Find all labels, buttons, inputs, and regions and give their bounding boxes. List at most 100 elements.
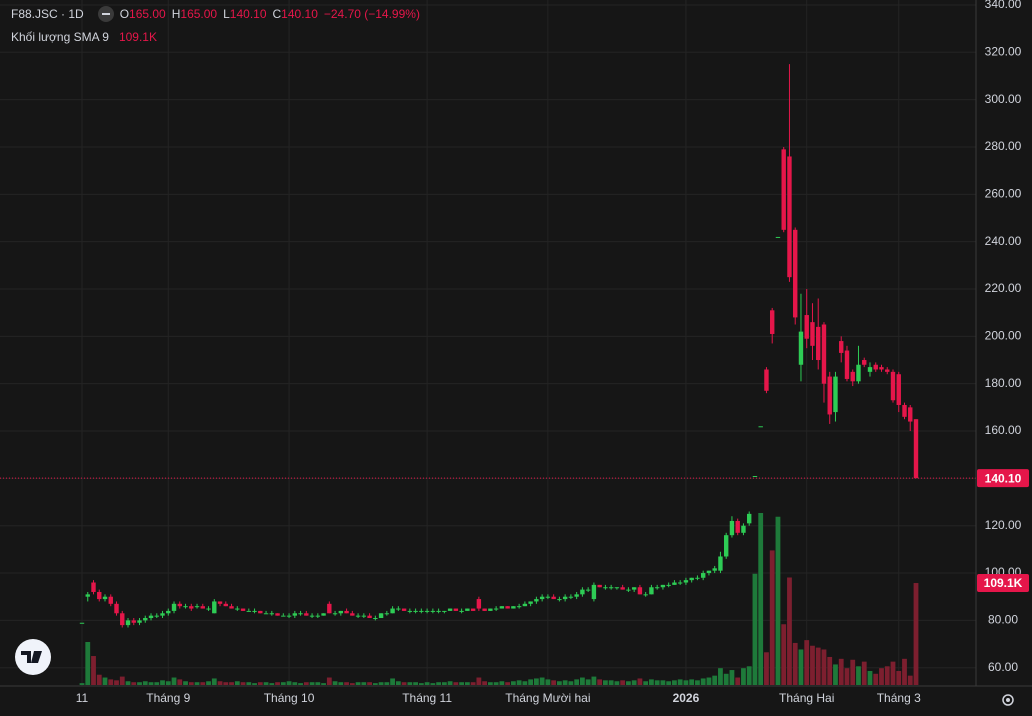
volume-bar xyxy=(321,683,326,685)
candle-body xyxy=(442,610,447,612)
candle-body xyxy=(459,610,464,612)
volume-bar xyxy=(689,679,695,685)
x-tick-label: Tháng Hai xyxy=(779,691,834,705)
volume-bar xyxy=(522,681,528,685)
volume-bar xyxy=(361,682,367,685)
symbol-title[interactable]: F88.JSC · 1D xyxy=(11,7,84,21)
candle-body xyxy=(672,582,677,585)
volume-bar xyxy=(188,682,194,685)
candle-body xyxy=(770,310,775,334)
candle-body xyxy=(476,599,482,609)
volume-bar xyxy=(907,675,913,685)
ohlc-key: H xyxy=(171,7,181,21)
volume-bar xyxy=(804,640,810,685)
candle-body xyxy=(562,596,568,600)
candle-body xyxy=(643,594,648,596)
y-tick-label: 160.00 xyxy=(985,423,1022,437)
candle-body xyxy=(332,613,338,615)
candle-body xyxy=(309,615,315,617)
volume-bar xyxy=(562,680,568,685)
candle-body xyxy=(373,618,378,620)
volume-bar xyxy=(223,682,229,685)
volume-bar xyxy=(464,682,470,685)
candle-body xyxy=(574,594,579,597)
volume-bar xyxy=(764,652,769,685)
volume-bar xyxy=(332,681,338,685)
candle-body xyxy=(275,613,280,616)
candle-body xyxy=(453,608,459,611)
settings-button[interactable] xyxy=(1002,694,1014,706)
candle-body xyxy=(447,608,453,611)
candle-body xyxy=(723,535,729,557)
volume-bar xyxy=(556,681,562,685)
volume-bar xyxy=(114,680,119,685)
x-tick-label: 11 xyxy=(76,691,89,705)
volume-bar xyxy=(482,681,488,685)
ohlc-key: O xyxy=(119,7,130,21)
volume-bar xyxy=(96,674,102,685)
candle-body xyxy=(747,513,752,524)
volume-bar xyxy=(372,683,378,685)
volume-bar xyxy=(211,678,217,685)
volume-bar xyxy=(395,681,401,685)
volume-bar xyxy=(125,681,131,685)
volume-bar xyxy=(528,679,534,685)
y-tick-label: 80.00 xyxy=(988,613,1018,627)
candle-body xyxy=(166,610,171,614)
volume-bar xyxy=(131,682,137,685)
candle-body xyxy=(729,520,735,536)
candle-body xyxy=(177,603,182,607)
volume-bar xyxy=(551,680,557,685)
volume-bar xyxy=(200,682,206,685)
volume-title[interactable]: Khối lượng SMA 9 xyxy=(11,30,109,44)
volume-bar xyxy=(240,682,246,685)
y-tick-label: 240.00 xyxy=(985,234,1022,248)
x-tick-label: 2026 xyxy=(673,691,700,705)
volume-bar xyxy=(574,679,580,685)
candle-body xyxy=(896,374,901,405)
volume-bar xyxy=(171,677,177,685)
y-tick-label: 280.00 xyxy=(985,139,1022,153)
volume-bar xyxy=(447,681,453,685)
volume-bar xyxy=(246,682,252,685)
candle-body xyxy=(913,419,919,479)
candle-body xyxy=(321,613,326,616)
candle-body xyxy=(79,622,85,624)
candle-body xyxy=(430,610,436,612)
collapse-button[interactable] xyxy=(97,6,114,22)
candle-body xyxy=(258,610,263,614)
volume-bar xyxy=(643,681,649,685)
candle-body xyxy=(516,606,522,608)
candle-body xyxy=(695,577,700,579)
volume-bar xyxy=(119,676,125,685)
y-tick-label: 120.00 xyxy=(985,518,1022,532)
candle-body xyxy=(908,407,913,422)
candle-body xyxy=(752,475,758,477)
candle-body xyxy=(269,613,275,615)
volume-bar xyxy=(344,682,349,685)
volume-bar xyxy=(844,668,850,685)
candle-body xyxy=(660,584,666,588)
candle-body xyxy=(407,610,413,612)
candle-body xyxy=(131,620,136,623)
candle-body xyxy=(488,608,493,611)
volume-bar xyxy=(85,642,91,685)
candle-body xyxy=(591,584,597,600)
candle-body xyxy=(867,367,873,372)
candle-body xyxy=(816,326,821,361)
volume-bar xyxy=(349,683,355,685)
candle-body xyxy=(304,613,309,616)
candle-body xyxy=(764,369,769,391)
candle-body xyxy=(620,587,625,590)
volume-bar xyxy=(700,678,706,685)
volume-bar xyxy=(338,682,344,685)
y-tick-label: 260.00 xyxy=(985,186,1022,200)
candle-body xyxy=(505,606,510,609)
volume-bar xyxy=(792,642,798,685)
candle-body xyxy=(85,594,90,597)
tradingview-logo[interactable] xyxy=(15,639,51,675)
volume-bar xyxy=(672,680,677,685)
volume-bar xyxy=(603,680,608,685)
